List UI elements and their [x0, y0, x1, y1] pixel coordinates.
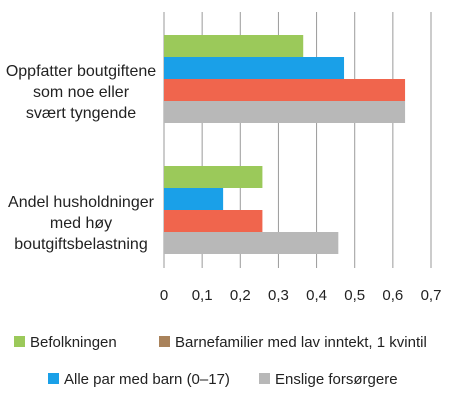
legend-label-2: Alle par med barn (0–17): [64, 371, 230, 388]
legend: Befolkningen Barnefamilier med lav inntek…: [14, 334, 427, 388]
bar-0-1: [164, 57, 345, 79]
bar-0-0: [164, 35, 304, 57]
category-label-1-1: med høy: [50, 215, 112, 232]
x-tick-label-7: 0,7: [421, 287, 442, 304]
legend-label-0: Befolkningen: [30, 334, 117, 351]
bar-1-0: [164, 166, 263, 188]
bar-1-3: [164, 232, 339, 254]
bar-1-1: [164, 188, 224, 210]
legend-swatch-0: [14, 336, 25, 347]
legend-swatch-2: [48, 373, 59, 384]
category-label-1-0: Andel husholdninger: [8, 194, 155, 211]
bar-1-2: [164, 210, 263, 232]
legend-label-3: Enslige forsørgere: [275, 371, 398, 388]
category-label-1-2: boutgiftsbelastning: [14, 236, 147, 253]
legend-swatch-3: [259, 373, 270, 384]
category-label-0-2: svært tyngende: [26, 105, 136, 122]
category-label-0-1: som noe eller: [33, 84, 130, 101]
category-labels: Oppfatter boutgiftene som noe eller svært …: [6, 63, 156, 253]
x-tick-label-6: 0,6: [382, 287, 403, 304]
bars: [164, 35, 406, 254]
x-tick-label-1: 0,1: [192, 287, 213, 304]
bar-0-3: [164, 101, 406, 123]
x-tick-label-4: 0,4: [306, 287, 327, 304]
legend-swatch-1: [159, 336, 170, 347]
x-tick-label-2: 0,2: [230, 287, 251, 304]
x-tick-label-3: 0,3: [268, 287, 289, 304]
x-tick-label-0: 0: [160, 287, 168, 304]
bar-0-2: [164, 79, 406, 101]
category-label-0-0: Oppfatter boutgiftene: [6, 63, 156, 80]
x-tick-labels: 0 0,1 0,2 0,3 0,4 0,5 0,6 0,7: [160, 287, 442, 304]
x-tick-label-5: 0,5: [344, 287, 365, 304]
legend-label-1: Barnefamilier med lav inntekt, 1 kvintil: [175, 334, 427, 351]
